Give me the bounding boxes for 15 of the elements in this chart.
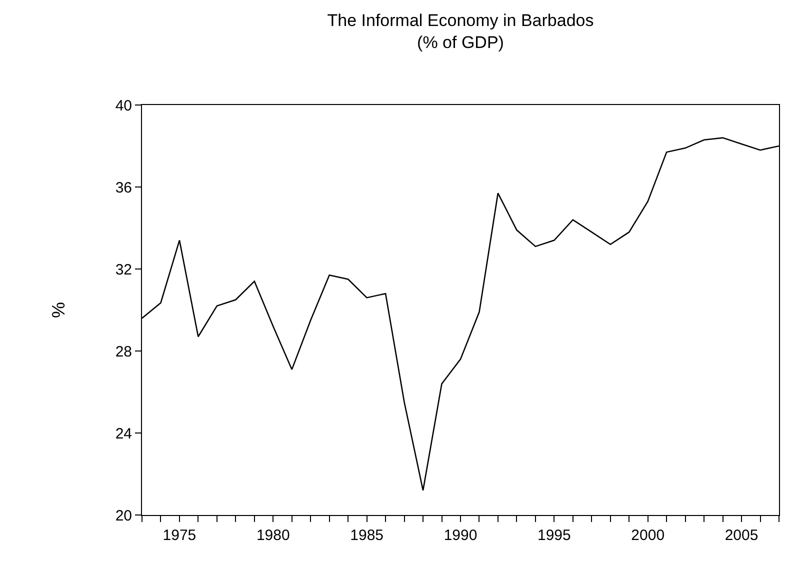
- y-tick-label: 36: [115, 179, 132, 196]
- y-tick-label: 40: [115, 97, 132, 114]
- y-tick-label: 20: [115, 507, 132, 524]
- x-tick-label: 1990: [444, 527, 478, 544]
- x-tick-label: 1985: [350, 527, 384, 544]
- y-tick-label: 32: [115, 261, 132, 278]
- chart-title: The Informal Economy in Barbados (% of GDP): [327, 10, 594, 52]
- y-tick-label: 28: [115, 343, 132, 360]
- x-tick-label: 1980: [256, 527, 290, 544]
- x-tick-label: 1995: [537, 527, 571, 544]
- x-tick-label: 2005: [724, 527, 758, 544]
- x-tick-label: 1975: [162, 527, 196, 544]
- y-tick-label: 24: [115, 425, 132, 442]
- y-axis-title: %: [48, 302, 69, 318]
- x-tick-label: 2000: [631, 527, 665, 544]
